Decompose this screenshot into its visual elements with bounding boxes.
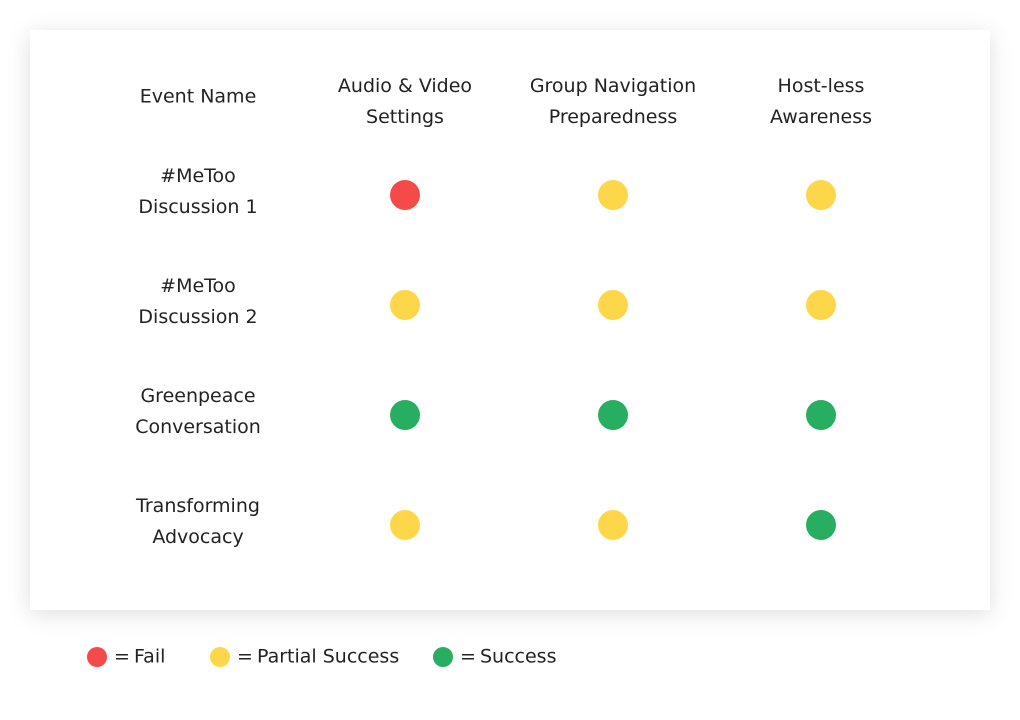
legend-label: Fail	[134, 646, 165, 668]
status-dot	[598, 290, 628, 320]
status-dot	[598, 400, 628, 430]
column-header: Audio & Video	[338, 75, 472, 97]
legend-dot	[210, 647, 230, 667]
status-dot	[806, 400, 836, 430]
status-dot	[598, 510, 628, 540]
event-name: #MeToo	[160, 275, 236, 297]
legend-dot	[87, 647, 107, 667]
legend-dot	[433, 647, 453, 667]
event-name: #MeToo	[160, 165, 236, 187]
event-name: Discussion 2	[138, 306, 257, 328]
legend-label: Partial Success	[257, 646, 399, 668]
legend-sign: =	[114, 646, 130, 668]
status-dot	[598, 180, 628, 210]
column-header: Event Name	[140, 86, 257, 108]
status-dot	[806, 290, 836, 320]
column-header: Group Navigation	[530, 75, 696, 97]
status-dot	[806, 180, 836, 210]
event-name: Advocacy	[152, 526, 243, 548]
column-header: Settings	[366, 106, 444, 128]
status-dot	[390, 290, 420, 320]
event-name: Greenpeace	[140, 385, 255, 407]
event-name: Discussion 1	[138, 196, 257, 218]
legend-label: Success	[480, 646, 556, 668]
event-name: Conversation	[135, 416, 261, 438]
status-dot	[390, 400, 420, 430]
column-header: Preparedness	[549, 106, 678, 128]
column-header: Awareness	[770, 106, 872, 128]
status-dot	[390, 180, 420, 210]
status-dot	[806, 510, 836, 540]
status-dot	[390, 510, 420, 540]
legend-sign: =	[237, 646, 253, 668]
legend-sign: =	[460, 646, 476, 668]
event-name: Transforming	[135, 495, 260, 517]
column-header: Host-less	[778, 75, 865, 97]
